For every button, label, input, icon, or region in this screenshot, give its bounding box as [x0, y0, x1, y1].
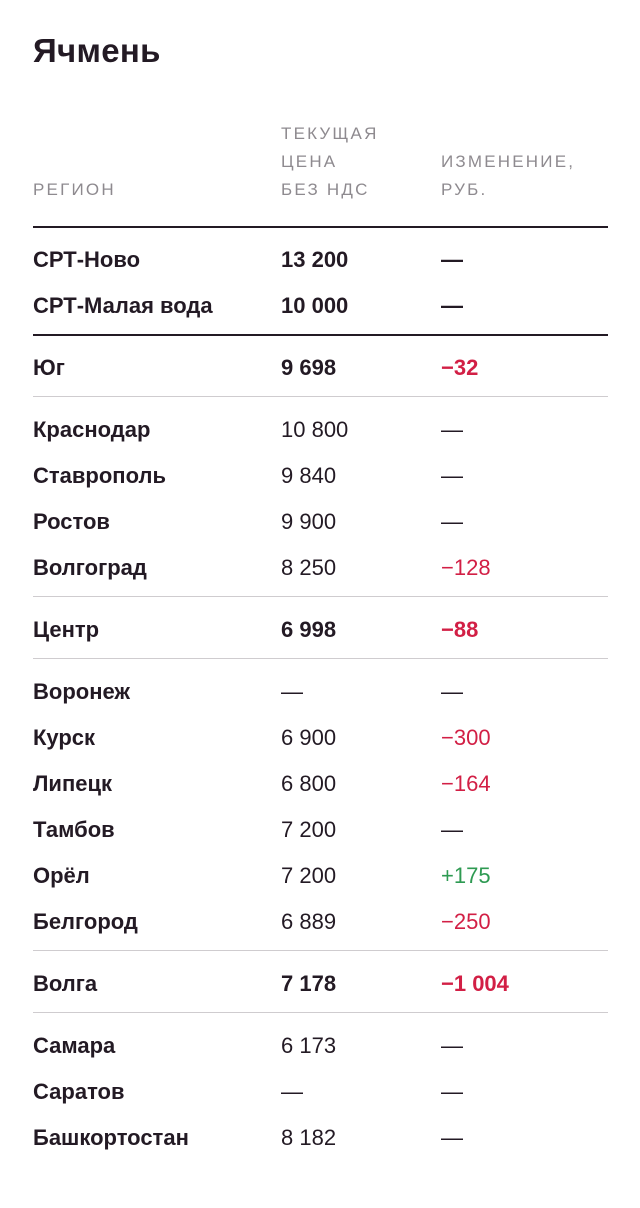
table-row: Орёл 7 200 +175: [0, 853, 640, 899]
row-region: Липецк: [33, 771, 113, 796]
row-price: 6 998: [281, 617, 337, 642]
section-divider: [33, 396, 608, 397]
row-region: Юг: [33, 355, 65, 380]
row-change: —: [441, 1033, 463, 1058]
section-divider: [33, 334, 608, 336]
table-row: Ростов 9 900 —: [0, 499, 640, 545]
row-change: −300: [441, 725, 491, 750]
table-row: Воронеж — —: [0, 669, 640, 715]
table-row: Саратов — —: [0, 1069, 640, 1115]
table-row: Краснодар 10 800 —: [0, 407, 640, 453]
section-divider: [33, 1012, 608, 1013]
row-price: 6 173: [281, 1033, 337, 1058]
row-price: —: [281, 679, 303, 704]
row-price: 8 250: [281, 555, 337, 580]
row-change: +175: [441, 863, 491, 888]
table-row: Белгород 6 889 −250: [0, 899, 640, 945]
row-region: Ростов: [33, 509, 110, 534]
table-row-summary: Волга 7 178 −1 004: [0, 961, 640, 1007]
table-row: Липецк 6 800 −164: [0, 761, 640, 807]
row-price: 6 900: [281, 725, 337, 750]
table-row: Башкортостан 8 182 —: [0, 1115, 640, 1161]
row-region: Белгород: [33, 909, 138, 934]
column-header-price-line: БЕЗ НДС: [281, 180, 370, 199]
row-price: 7 200: [281, 817, 337, 842]
row-region: Волгоград: [33, 555, 147, 580]
row-price: 9 698: [281, 355, 337, 380]
row-region: Центр: [33, 617, 100, 642]
row-change: —: [441, 1079, 463, 1104]
row-region: Курск: [33, 725, 96, 750]
table-row: СРТ-Малая вода 10 000 —: [0, 283, 640, 329]
row-change: −1 004: [441, 971, 509, 996]
row-price: 6 889: [281, 909, 337, 934]
row-change: —: [441, 247, 463, 272]
table-row: Курск 6 900 −300: [0, 715, 640, 761]
column-header-region: РЕГИОН: [33, 176, 116, 204]
row-price: 8 182: [281, 1125, 337, 1150]
row-region: Волга: [33, 971, 98, 996]
row-price: 13 200: [281, 247, 349, 272]
table-row: Ставрополь 9 840 —: [0, 453, 640, 499]
row-change: −250: [441, 909, 491, 934]
row-price: —: [281, 1079, 303, 1104]
row-change: —: [441, 679, 463, 704]
row-price: 10 000: [281, 293, 349, 318]
row-region: Саратов: [33, 1079, 125, 1104]
row-region: Ставрополь: [33, 463, 166, 488]
table-row-summary: Центр 6 998 −88: [0, 607, 640, 653]
row-change: —: [441, 463, 463, 488]
row-region: Тамбов: [33, 817, 115, 842]
row-region: Орёл: [33, 863, 90, 888]
row-change: —: [441, 1125, 463, 1150]
row-change: —: [441, 293, 463, 318]
row-region: СРТ-Малая вода: [33, 293, 213, 318]
row-change: —: [441, 509, 463, 534]
table-row: СРТ-Ново 13 200 —: [0, 237, 640, 283]
row-price: 7 200: [281, 863, 337, 888]
column-header-region-label: РЕГИОН: [33, 180, 116, 199]
row-change: −32: [441, 355, 479, 380]
row-region: СРТ-Ново: [33, 247, 141, 272]
row-change: −164: [441, 771, 491, 796]
table-title: Ячмень: [33, 32, 161, 69]
row-region: Самара: [33, 1033, 116, 1058]
table-row: Тамбов 7 200 —: [0, 807, 640, 853]
row-price: 7 178: [281, 971, 337, 996]
row-region: Башкортостан: [33, 1125, 189, 1150]
column-header-change-line: ИЗМЕНЕНИЕ,: [441, 152, 576, 171]
row-change: —: [441, 817, 463, 842]
row-region: Краснодар: [33, 417, 151, 442]
row-change: −88: [441, 617, 479, 642]
section-divider: [33, 596, 608, 597]
row-change: −128: [441, 555, 491, 580]
column-header-price-line: ЦЕНА: [281, 152, 338, 171]
row-region: Воронеж: [33, 679, 131, 704]
table-row: Волгоград 8 250 −128: [0, 545, 640, 591]
section-divider: [33, 658, 608, 659]
table-row-summary: Юг 9 698 −32: [0, 345, 640, 391]
column-header-price: ТЕКУЩАЯ ЦЕНА БЕЗ НДС: [281, 120, 379, 204]
column-header-change-line: РУБ.: [441, 180, 488, 199]
table-row: Самара 6 173 —: [0, 1023, 640, 1069]
row-price: 9 840: [281, 463, 337, 488]
row-change: —: [441, 417, 463, 442]
section-divider: [33, 950, 608, 951]
row-price: 6 800: [281, 771, 337, 796]
column-header-change: ИЗМЕНЕНИЕ, РУБ.: [441, 148, 575, 204]
column-header-price-line: ТЕКУЩАЯ: [281, 124, 379, 143]
row-price: 10 800: [281, 417, 349, 442]
header-divider: [33, 226, 608, 228]
row-price: 9 900: [281, 509, 337, 534]
